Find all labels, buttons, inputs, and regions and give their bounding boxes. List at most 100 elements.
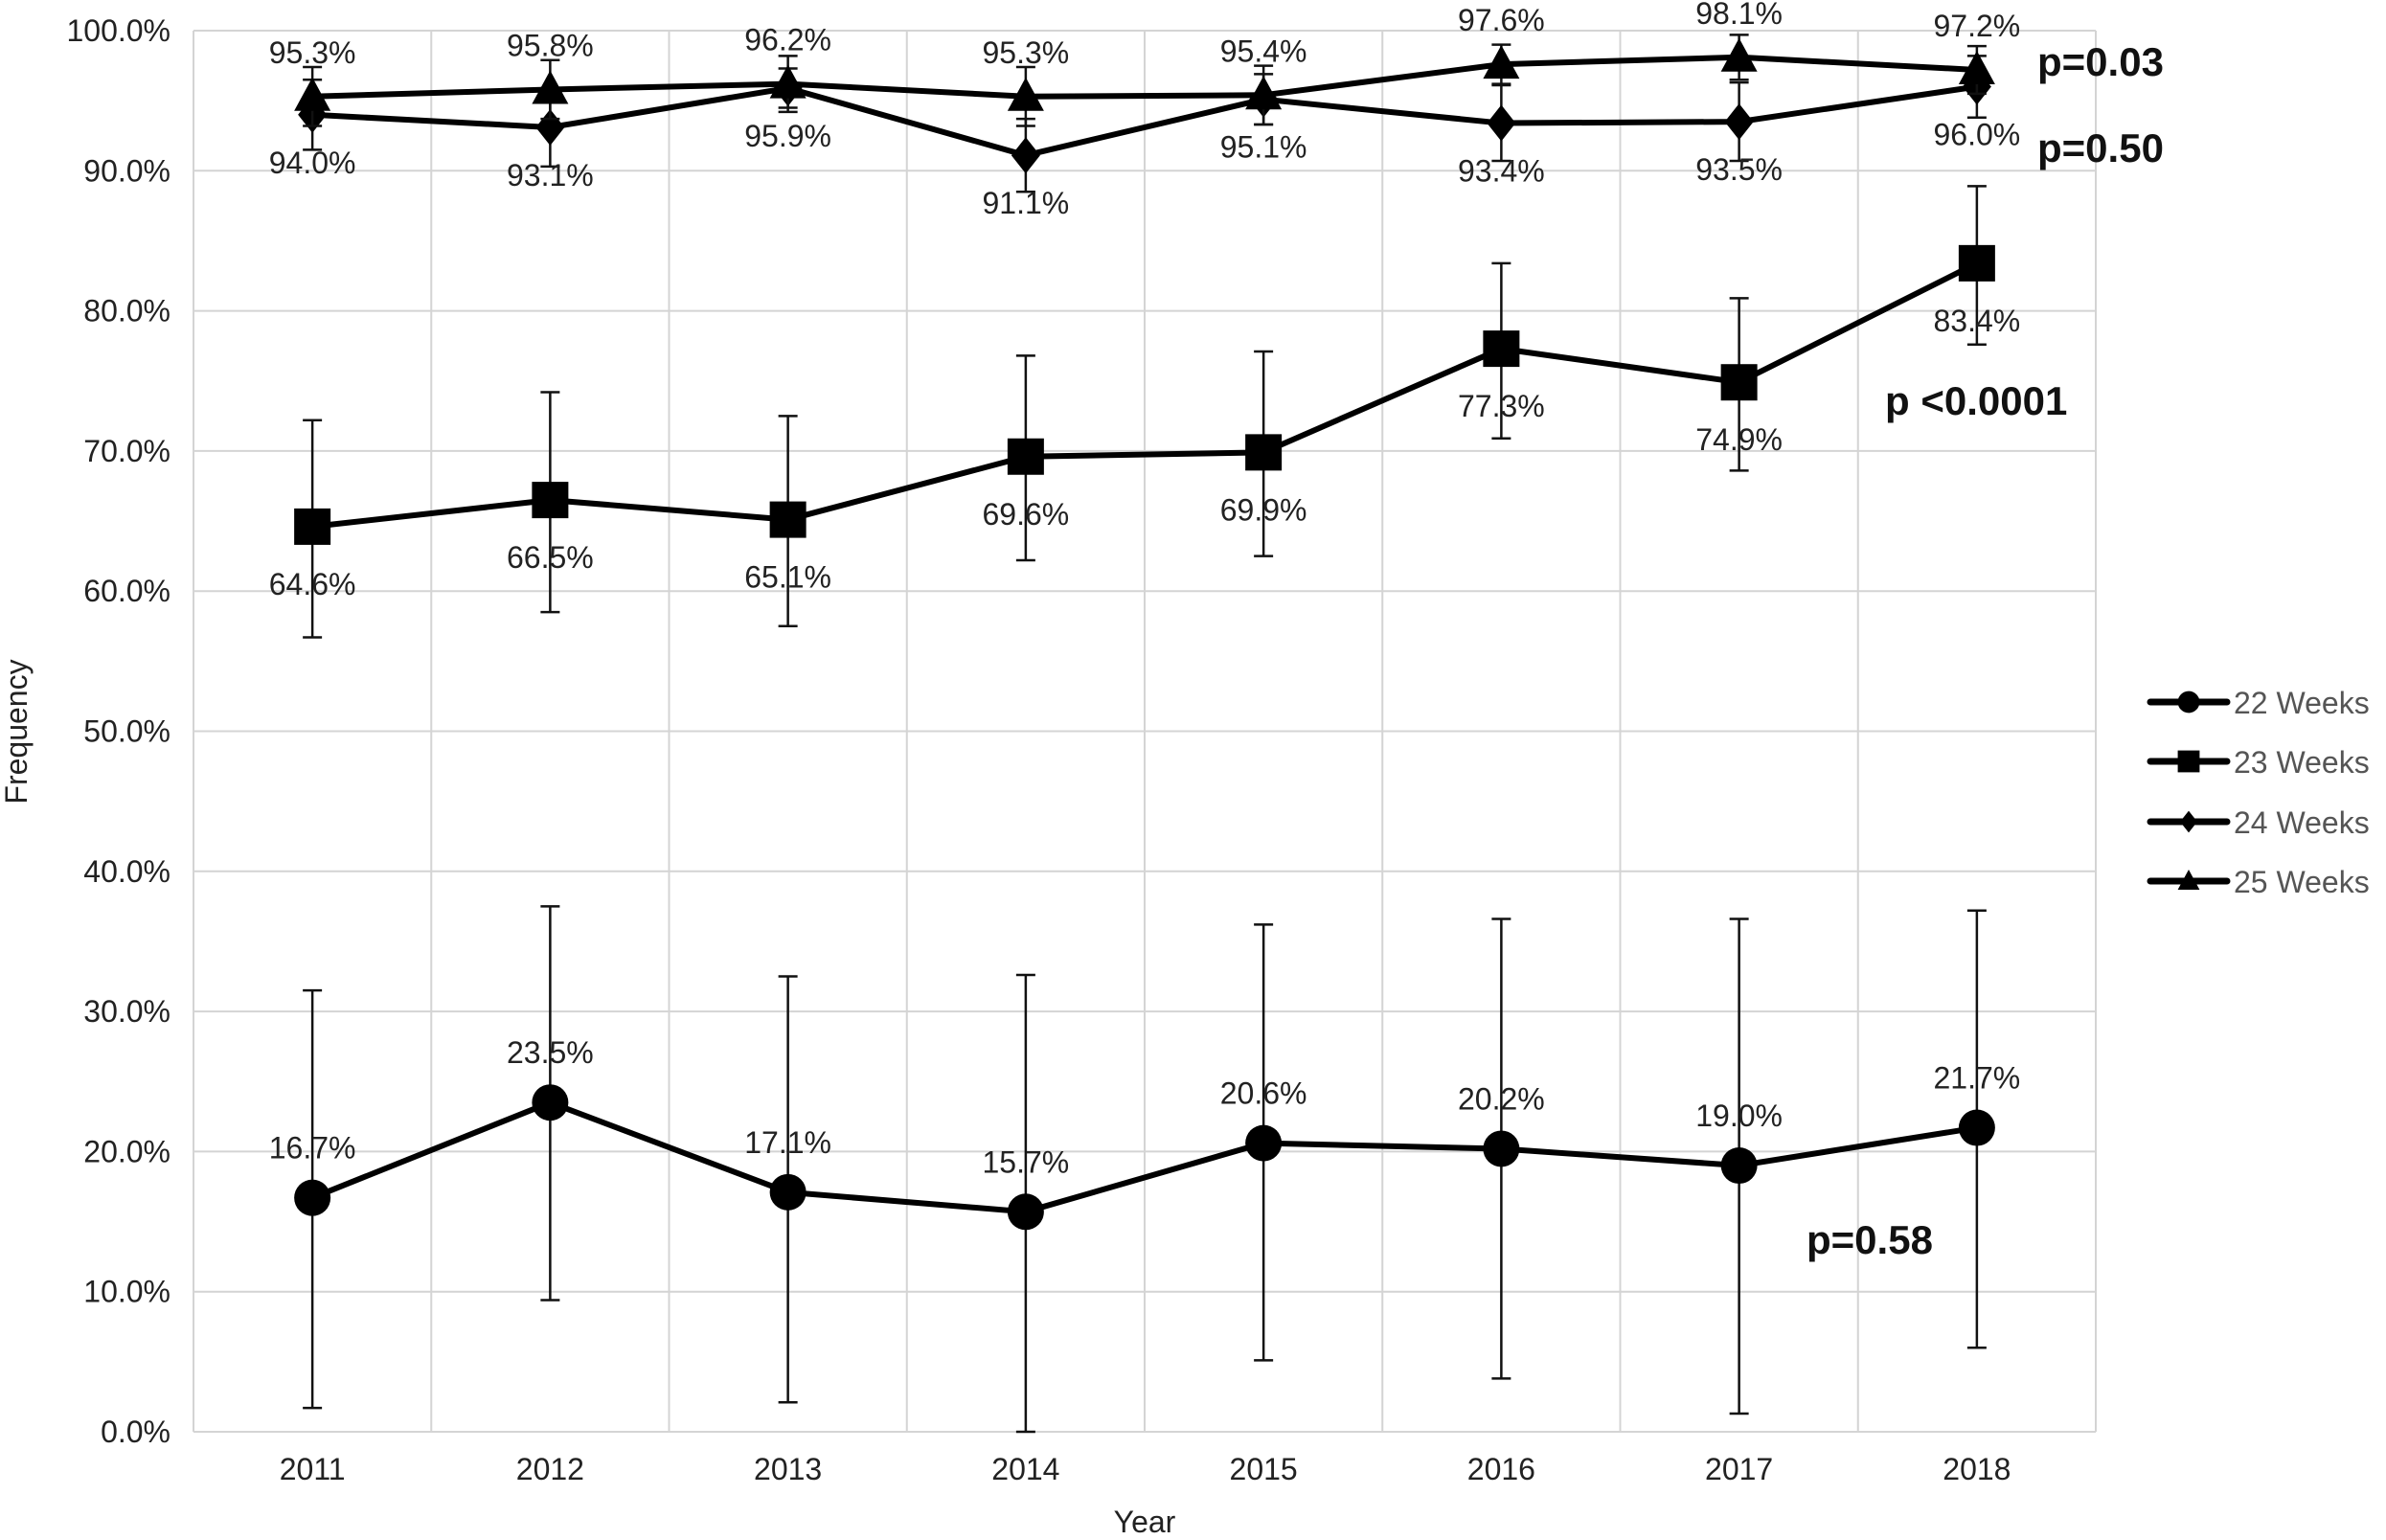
marker-circle [769, 1173, 807, 1211]
y-axis-title: Frequency [0, 659, 34, 804]
legend-label: 22 Weeks [2234, 686, 2370, 720]
series-25-weeks [294, 34, 1995, 127]
data-label: 74.9% [1695, 422, 1783, 457]
p-value-22-weeks: p=0.58 [1807, 1217, 1933, 1262]
x-axis-title: Year [1114, 1505, 1176, 1539]
marker-circle [1483, 1130, 1520, 1167]
x-tick-label: 2015 [1230, 1452, 1298, 1486]
marker-triangle [1245, 76, 1283, 110]
marker-circle [1720, 1147, 1758, 1185]
marker-square [294, 508, 331, 545]
y-tick-label: 100.0% [66, 13, 170, 48]
x-tick-label: 2013 [754, 1452, 822, 1486]
y-axis-ticks: 0.0% 10.0% 20.0% 30.0% 40.0% 50.0% 60.0% 70.0% 8… [66, 13, 170, 1449]
data-label: 91.1% [983, 186, 1070, 220]
legend: 22 Weeks 23 Weeks 24 Weeks 25 Weeks [2147, 686, 2370, 899]
y-tick-label: 50.0% [83, 714, 170, 749]
marker-circle [1245, 1124, 1283, 1162]
marker-circle [294, 1179, 331, 1216]
data-label: 97.6% [1458, 3, 1545, 37]
legend-item: 24 Weeks [2147, 805, 2370, 840]
marker-square [1245, 434, 1283, 471]
data-label: 93.4% [1458, 154, 1545, 189]
p-value-24-weeks: p=0.50 [2037, 125, 2164, 170]
legend-label: 25 Weeks [2234, 865, 2370, 899]
data-label: 19.0% [1695, 1098, 1783, 1133]
data-labels: 16.7% 23.5% 17.1% 15.7% 20.6% 20.2% 19.0% 21.7%… [269, 0, 2020, 1179]
y-tick-label: 40.0% [83, 854, 170, 889]
x-tick-label: 2018 [1943, 1452, 2011, 1486]
data-label: 83.4% [1934, 304, 2021, 338]
marker-triangle [1720, 37, 1758, 72]
data-label: 97.2% [1934, 9, 2021, 43]
data-label: 66.5% [507, 540, 594, 575]
legend-label: 24 Weeks [2234, 805, 2370, 840]
data-label: 95.1% [1220, 130, 1307, 165]
data-label: 69.9% [1220, 492, 1307, 527]
y-tick-label: 90.0% [83, 153, 170, 188]
legend-item: 22 Weeks [2147, 686, 2370, 720]
data-label: 20.6% [1220, 1076, 1307, 1111]
y-tick-label: 80.0% [83, 294, 170, 328]
series-line [311, 83, 1978, 159]
x-tick-label: 2016 [1467, 1452, 1535, 1486]
marker-square [1007, 438, 1044, 475]
data-label: 77.3% [1458, 389, 1545, 423]
y-tick-label: 30.0% [83, 994, 170, 1029]
marker-square [2177, 750, 2200, 773]
marker-triangle [2177, 870, 2200, 890]
marker-square [1720, 364, 1758, 401]
data-label: 16.7% [269, 1131, 356, 1166]
x-axis-ticks: 2011 2012 2013 2014 2015 2016 2017 2018 [280, 1452, 2011, 1486]
data-label: 17.1% [744, 1125, 831, 1160]
p-value-labels: p=0.03 p=0.50 p <0.0001 p=0.58 [1807, 39, 2164, 1262]
marker-triangle [532, 70, 569, 104]
marker-square [532, 482, 569, 519]
series-line [311, 260, 1979, 530]
marker-square [1958, 244, 1995, 282]
marker-circle [532, 1084, 569, 1121]
y-tick-label: 20.0% [83, 1134, 170, 1168]
y-tick-label: 0.0% [101, 1415, 170, 1449]
legend-item: 25 Weeks [2147, 865, 2370, 899]
data-label: 95.8% [507, 28, 594, 62]
data-label: 96.2% [744, 23, 831, 57]
data-label: 15.7% [983, 1144, 1070, 1179]
data-label: 23.5% [507, 1035, 594, 1070]
data-label: 64.6% [269, 567, 356, 601]
marker-diamond [1487, 104, 1516, 142]
grid [193, 30, 2097, 1433]
series-line [311, 1099, 1978, 1215]
data-label: 20.2% [1458, 1081, 1545, 1116]
legend-item: 23 Weeks [2147, 745, 2370, 780]
data-label: 96.0% [1934, 118, 2021, 152]
marker-triangle [294, 77, 331, 111]
marker-triangle [1483, 45, 1520, 79]
marker-square [1483, 330, 1520, 368]
series-23-weeks [294, 185, 1995, 639]
p-value-23-weeks: p <0.0001 [1885, 378, 2067, 423]
marker-circle [1007, 1193, 1044, 1231]
marker-diamond [2180, 810, 2197, 833]
x-tick-label: 2012 [516, 1452, 584, 1486]
data-label: 69.6% [983, 497, 1070, 532]
marker-triangle [769, 64, 807, 99]
series-22-weeks [294, 905, 1995, 1434]
data-label: 95.9% [744, 119, 831, 153]
data-label: 95.3% [983, 35, 1070, 70]
data-label: 93.5% [1695, 152, 1783, 187]
marker-square [769, 501, 807, 538]
data-label: 98.1% [1695, 0, 1783, 31]
x-tick-label: 2017 [1705, 1452, 1773, 1486]
marker-triangle [1958, 50, 1995, 84]
y-tick-label: 10.0% [83, 1275, 170, 1309]
y-tick-label: 60.0% [83, 574, 170, 608]
marker-circle [2177, 691, 2200, 713]
data-label: 93.1% [507, 158, 594, 192]
marker-triangle [1007, 77, 1044, 111]
p-value-25-weeks: p=0.03 [2037, 39, 2164, 84]
marker-circle [1958, 1109, 1995, 1146]
marker-diamond [1724, 103, 1754, 141]
series-group [294, 34, 1995, 1434]
